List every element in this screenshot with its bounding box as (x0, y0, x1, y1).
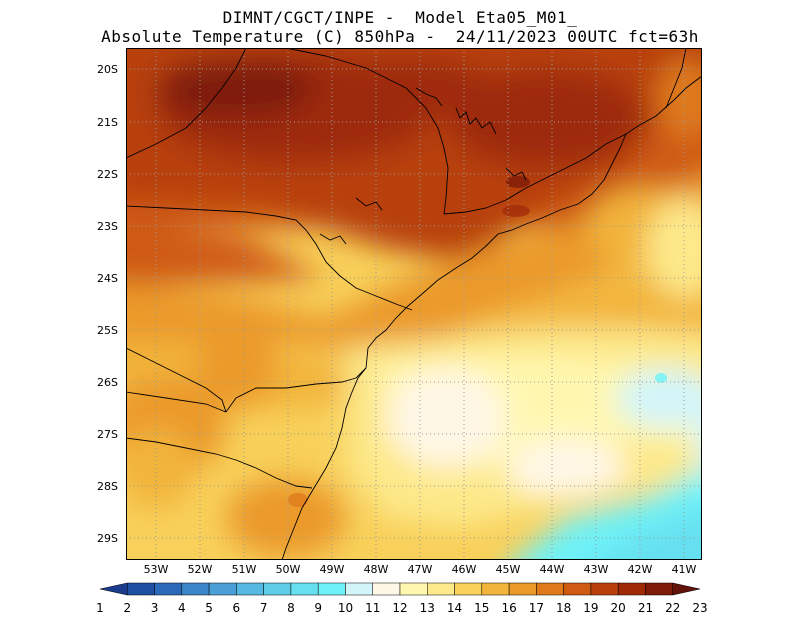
lat-label: 29S (97, 532, 118, 545)
country-border (126, 347, 227, 413)
temperature-map (126, 48, 702, 560)
colorbar-swatch (372, 582, 401, 596)
lat-label: 25S (97, 324, 118, 337)
lat-label: 27S (97, 428, 118, 441)
colorbar-swatch (345, 582, 373, 596)
colorbar-swatch (508, 582, 537, 596)
colorbar-label: 15 (474, 601, 489, 615)
colorbar-label: 4 (178, 601, 186, 615)
lon-label: 45W (495, 563, 521, 576)
lon-label: 53W (143, 563, 169, 576)
lon-label: 46W (451, 563, 477, 576)
colorbar-swatch (127, 582, 155, 596)
lat-label: 26S (97, 376, 118, 389)
colorbar-arrow-low (99, 582, 128, 596)
colorbar-swatch (645, 582, 673, 596)
lat-label: 24S (97, 272, 118, 285)
colorbar-swatch (208, 582, 237, 596)
lon-label: 49W (319, 563, 345, 576)
colorbar-swatch (563, 582, 592, 596)
colorbar-label: 9 (314, 601, 322, 615)
colorbar: 1 2 3 4 5 6 7 8 9 10 11 12 13 14 15 16 17 18 19 20 21 22 23 (96, 582, 708, 615)
colorbar-swatch (590, 582, 619, 596)
colorbar-swatch (481, 582, 510, 596)
colorbar-swatch (263, 582, 292, 596)
colorbar-label: 20 (611, 601, 626, 615)
colorbar-label: 16 (501, 601, 516, 615)
lon-label: 42W (627, 563, 653, 576)
colorbar-swatch (181, 582, 210, 596)
colorbar-label: 21 (638, 601, 653, 615)
colorbar-arrow-high (672, 582, 701, 596)
colorbar-label: 17 (529, 601, 544, 615)
colorbar-label: 5 (205, 601, 213, 615)
colorbar-label: 19 (583, 601, 598, 615)
lat-label: 21S (97, 116, 118, 129)
colorbar-swatch (536, 582, 564, 596)
lon-label: 47W (407, 563, 433, 576)
lat-label: 22S (97, 168, 118, 181)
colorbar-label: 8 (287, 601, 295, 615)
lon-label: 50W (275, 563, 301, 576)
lon-label: 41W (671, 563, 697, 576)
lon-label: 43W (583, 563, 609, 576)
lon-label: 52W (187, 563, 213, 576)
colorbar-label: 7 (260, 601, 268, 615)
coastline (281, 75, 702, 560)
colorbar-label: 2 (123, 601, 131, 615)
colorbar-label: 3 (151, 601, 159, 615)
colorbar-swatch (317, 582, 346, 596)
state-border-mg-es (665, 48, 687, 109)
colorbar-label: 18 (556, 601, 571, 615)
colorbar-swatch (290, 582, 319, 596)
colorbar-label: 6 (233, 601, 241, 615)
lon-label: 51W (231, 563, 257, 576)
state-border-pr-sc (126, 367, 367, 413)
lon-label: 44W (539, 563, 565, 576)
colorbar-label: 12 (392, 601, 407, 615)
grid-lines (126, 48, 702, 560)
colorbar-swatch (236, 582, 264, 596)
temperature-field (126, 48, 702, 560)
colorbar-label: 23 (692, 601, 707, 615)
colorbar-swatch (454, 582, 483, 596)
colorbar-label: 1 (96, 601, 104, 615)
state-border-sp-mg (285, 48, 449, 215)
colorbar-label: 22 (665, 601, 680, 615)
state-border-ms-sp (126, 48, 247, 159)
lon-label: 48W (363, 563, 389, 576)
lat-label: 20S (97, 63, 118, 76)
colorbar-swatch (399, 582, 428, 596)
map-frame (126, 48, 702, 560)
colorbar-swatch (427, 582, 455, 596)
colorbar-label: 13 (420, 601, 435, 615)
lat-label: 23S (97, 220, 118, 233)
colorbar-swatch (617, 582, 646, 596)
title-line-2: Absolute Temperature (C) 850hPa - 24/11/… (101, 27, 699, 46)
state-border-mg-rj (443, 133, 627, 215)
coastline-and-borders (126, 48, 702, 560)
title-line-1: DIMNT/CGCT/INPE - Model Eta05_M01_ (222, 8, 578, 27)
state-border-sc-rs (126, 437, 313, 489)
lat-label: 28S (97, 480, 118, 493)
colorbar-swatch (154, 582, 183, 596)
colorbar-label: 14 (447, 601, 462, 615)
reservoirs (319, 87, 527, 245)
colorbar-label: 11 (365, 601, 380, 615)
colorbar-label: 10 (338, 601, 353, 615)
state-border-pr-sp (126, 205, 413, 311)
